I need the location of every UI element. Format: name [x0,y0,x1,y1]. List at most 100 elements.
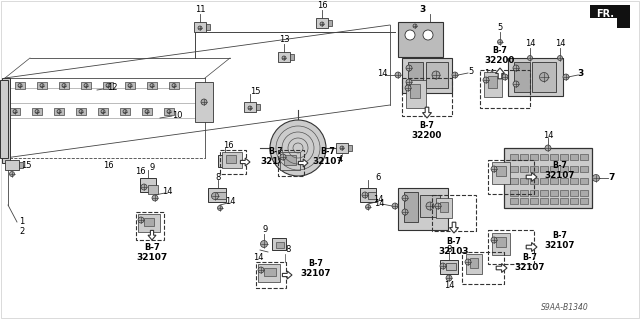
Bar [492,162,510,184]
Bar [103,82,113,89]
Bar [580,166,588,172]
Text: 13: 13 [278,35,289,44]
Text: 14: 14 [372,196,383,204]
Circle shape [402,209,408,215]
Bar [540,166,548,172]
Bar [580,154,588,160]
Bar [466,254,482,274]
Text: B-7: B-7 [144,243,160,252]
Circle shape [365,204,371,210]
Text: 2: 2 [19,227,24,236]
Bar [436,198,452,218]
Circle shape [405,30,415,40]
Bar [195,82,213,122]
Bar [484,72,502,97]
Circle shape [557,56,563,61]
Bar [426,62,448,88]
Circle shape [513,65,519,71]
Bar [218,155,234,167]
Text: 14: 14 [543,130,553,139]
Circle shape [167,109,171,114]
Bar [510,154,518,160]
Bar [256,262,286,288]
Bar [404,192,418,222]
Bar [54,108,64,115]
Bar [540,190,548,196]
Circle shape [426,202,434,210]
Text: B-7: B-7 [523,253,538,262]
Text: FR.: FR. [596,9,614,19]
Circle shape [563,74,569,80]
Circle shape [101,109,105,114]
Circle shape [79,109,83,114]
Text: 14: 14 [225,197,236,206]
Polygon shape [449,222,458,233]
Circle shape [497,40,502,44]
Circle shape [406,65,412,71]
Text: 32107: 32107 [136,253,168,262]
Circle shape [452,72,458,78]
Bar [520,166,528,172]
Text: B-7: B-7 [420,121,435,130]
Bar [216,192,226,199]
Circle shape [152,195,158,201]
Circle shape [62,84,66,87]
Bar [462,252,504,284]
Circle shape [13,109,17,114]
Bar [550,166,558,172]
Bar [580,190,588,196]
Bar [520,198,528,204]
Bar [530,190,538,196]
Bar [570,190,578,196]
Bar [530,154,538,160]
Text: 14: 14 [484,70,494,78]
Bar [488,160,534,194]
Text: 14: 14 [525,40,535,48]
Bar [5,160,19,170]
Circle shape [280,154,286,160]
Text: 32107: 32107 [545,171,575,180]
Bar [278,150,304,176]
Bar [368,192,376,199]
Bar [147,82,157,89]
Text: 15: 15 [20,160,31,169]
Bar [164,108,174,115]
Circle shape [40,84,44,87]
Circle shape [106,84,110,87]
Bar [510,178,518,184]
Bar [169,82,179,89]
Text: 32107: 32107 [313,157,343,166]
Bar [15,82,25,89]
Text: 12: 12 [107,83,117,92]
Bar [125,82,135,89]
Bar [136,212,164,240]
Bar [138,214,160,232]
Circle shape [248,106,252,110]
Text: 32107: 32107 [545,241,575,250]
Circle shape [198,26,202,30]
Bar [446,263,456,270]
Circle shape [491,237,497,243]
Polygon shape [241,158,250,166]
Bar [550,190,558,196]
Bar [256,104,260,110]
Bar [194,22,206,32]
Bar [410,84,420,98]
Circle shape [84,84,88,87]
Bar [398,22,443,57]
Circle shape [440,263,446,269]
Bar [496,237,506,247]
Circle shape [392,203,398,209]
Text: 32107: 32107 [515,263,545,272]
Bar [470,258,478,268]
Bar [148,185,158,194]
Text: 32200: 32200 [485,56,515,65]
Circle shape [35,109,39,114]
Circle shape [10,172,15,176]
Text: 14: 14 [162,188,172,197]
Circle shape [545,145,551,151]
Circle shape [465,259,471,265]
Bar [226,155,236,163]
Bar [530,166,538,172]
Circle shape [123,109,127,114]
